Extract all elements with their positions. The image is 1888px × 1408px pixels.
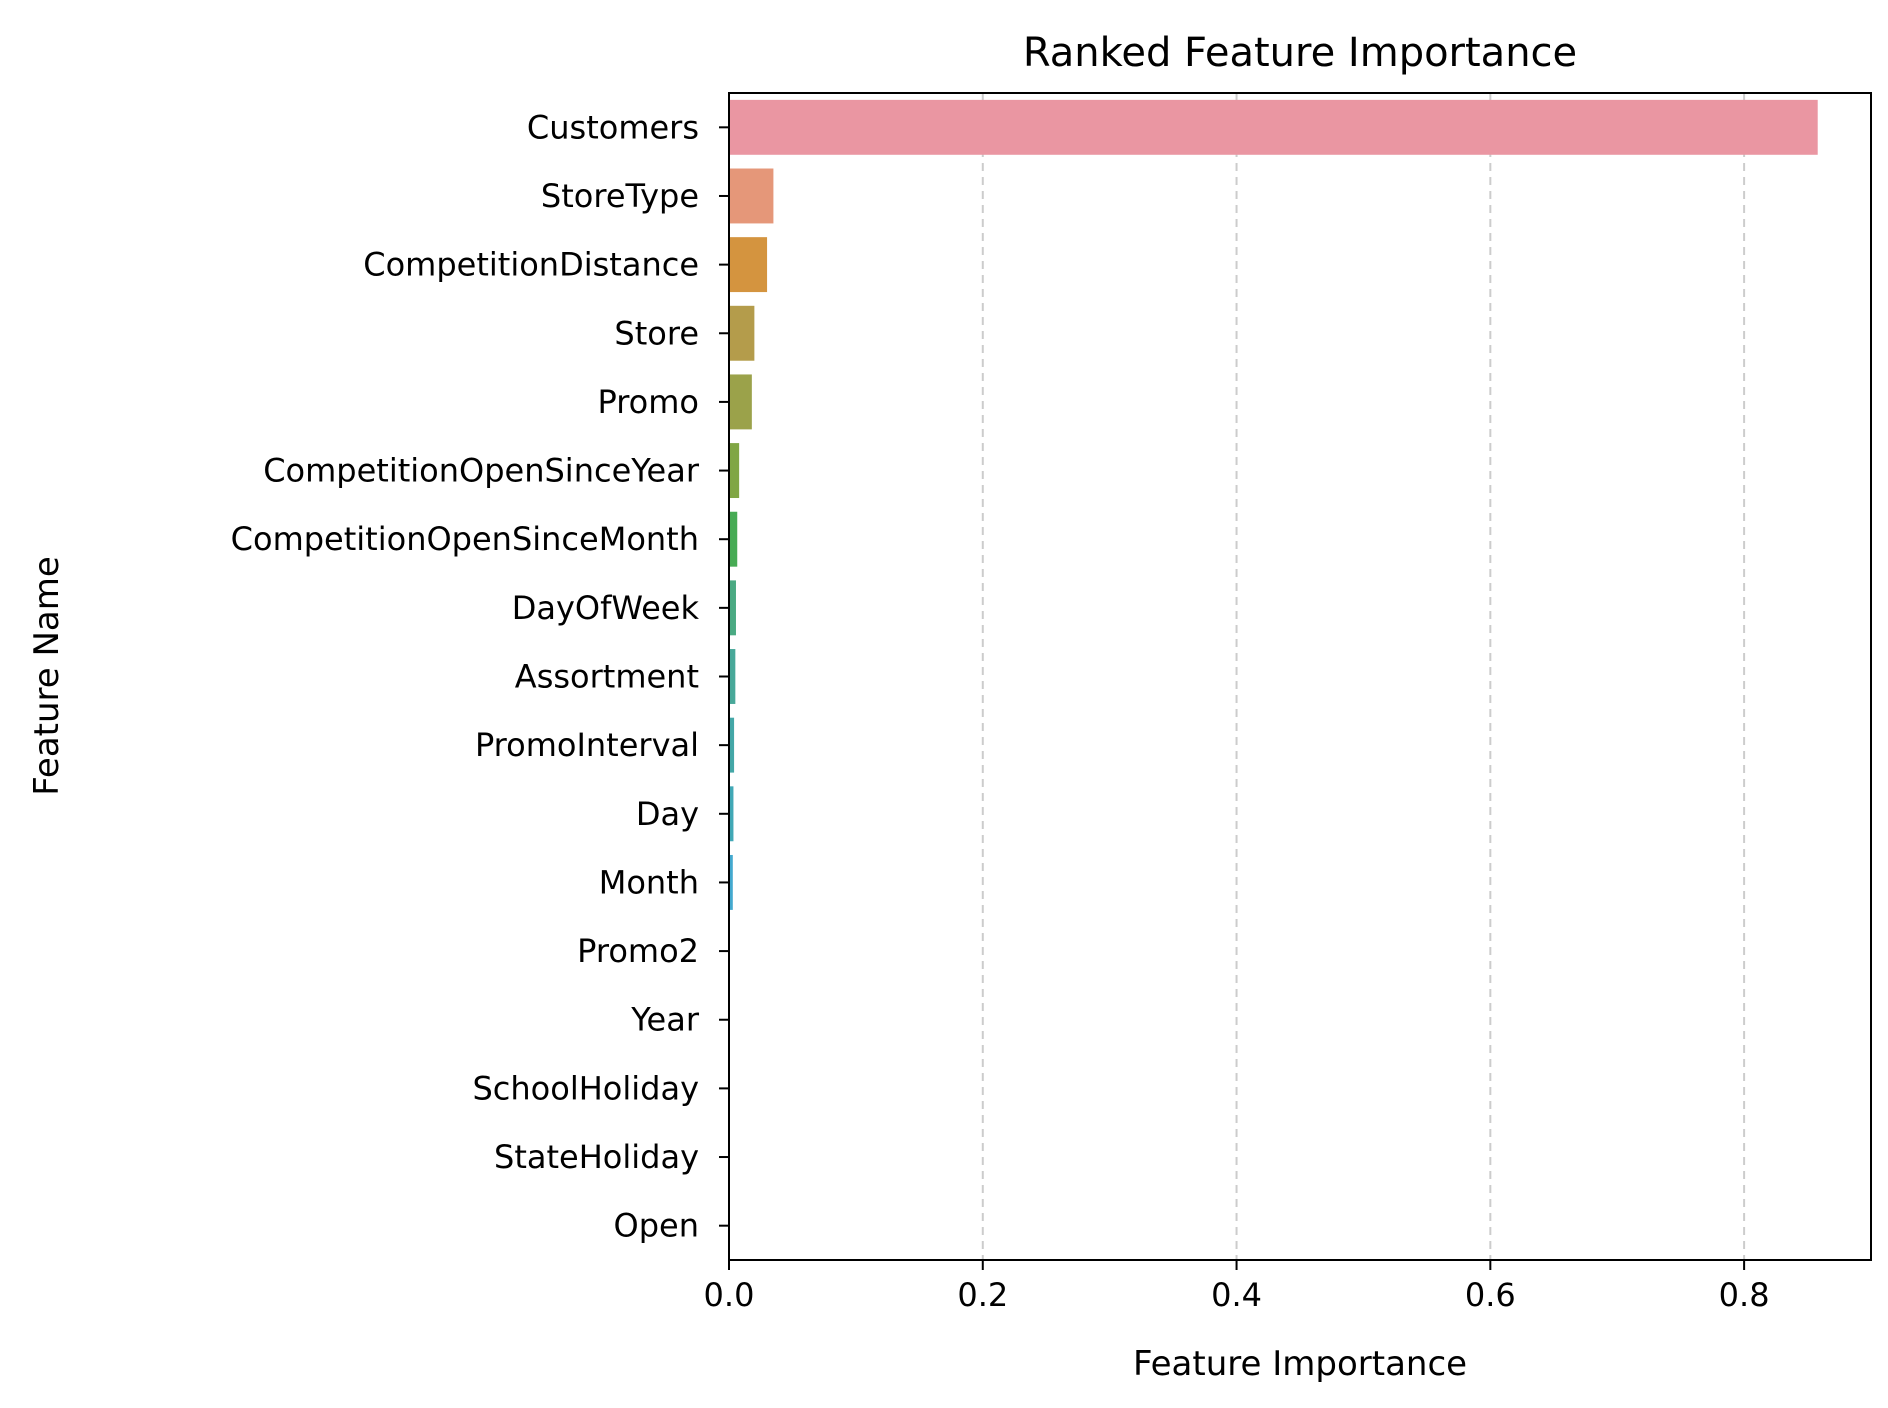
bar-store (729, 305, 755, 361)
bar-competitionopensincemonth (729, 511, 738, 567)
y-tick-label: Open (614, 1207, 699, 1245)
y-tick-label: DayOfWeek (512, 589, 700, 627)
y-tick-label: Promo (597, 383, 699, 421)
bar-customers (729, 99, 1818, 155)
y-tick-label: Year (630, 1001, 700, 1039)
y-tick-label: Day (636, 795, 699, 833)
bar-promointerval (729, 717, 735, 773)
x-tick-label: 0.4 (1211, 1276, 1262, 1314)
x-tick-label: 0.8 (1719, 1276, 1770, 1314)
y-tick-label: Assortment (515, 658, 699, 696)
y-tick-label: Store (614, 314, 699, 352)
bar-month (729, 854, 733, 910)
bar-competitionopensinceyear (729, 443, 740, 499)
y-tick-label: CompetitionOpenSinceYear (263, 452, 700, 490)
bar-storetype (729, 168, 774, 224)
y-axis-ticks: Customers StoreType CompetitionDistance Sto… (231, 108, 729, 1245)
x-tick-label: 0.6 (1465, 1276, 1516, 1314)
y-tick-label: Promo2 (577, 932, 699, 970)
bar-assortment (729, 649, 736, 704)
bar-day (729, 786, 734, 842)
x-tick-label: 0.2 (957, 1276, 1008, 1314)
bar-promo (729, 374, 752, 430)
bars (729, 99, 1818, 910)
y-tick-label: Month (599, 863, 699, 901)
chart-title: Ranked Feature Importance (1023, 30, 1577, 76)
plot-frame (728, 92, 1872, 1261)
y-tick-label: PromoInterval (475, 726, 699, 764)
y-tick-label: StateHoliday (494, 1138, 699, 1176)
bar-competitiondistance (729, 237, 768, 293)
y-axis-label: Feature Name (27, 556, 67, 796)
x-axis-label: Feature Importance (1133, 1344, 1467, 1384)
y-tick-label: StoreType (541, 177, 699, 215)
y-tick-label: Customers (527, 108, 699, 146)
y-tick-label: CompetitionDistance (363, 246, 699, 284)
y-tick-label: CompetitionOpenSinceMonth (231, 520, 699, 558)
x-gridlines (981, 93, 1746, 1260)
y-tick-label: SchoolHoliday (472, 1069, 699, 1107)
x-tick-label: 0.0 (704, 1276, 755, 1314)
bar-dayofweek (729, 580, 736, 636)
x-axis-ticks: 0.0 0.2 0.4 0.6 0.8 (704, 1260, 1770, 1314)
